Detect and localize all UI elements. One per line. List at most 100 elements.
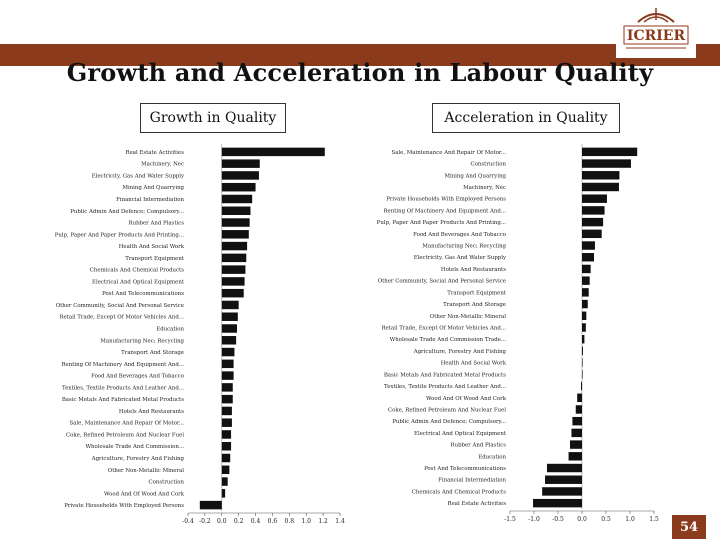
category-label: Transport Equipment [125, 256, 185, 262]
bar [221, 430, 232, 439]
category-label: Wood And Of Wood And Cork [104, 491, 185, 497]
category-label: Machinery, Nec [463, 185, 506, 191]
category-label: Transport Equipment [447, 290, 507, 296]
bar [221, 465, 230, 475]
category-label: Rubber And Plastics [129, 221, 185, 227]
icrier-logo: ICRIER [616, 2, 696, 58]
x-tick-label: 0.8 [285, 518, 295, 525]
bar [221, 477, 228, 486]
bar [582, 288, 589, 297]
category-label: Public Admin And Defence; Compulsory... [392, 419, 506, 425]
bar [575, 405, 582, 414]
x-tick-label: 1.5 [649, 516, 659, 523]
bar [221, 383, 233, 392]
bar [221, 194, 253, 204]
bar [221, 406, 232, 416]
bar [221, 265, 246, 274]
category-label: Agriculture, Forestry And Fishing [91, 456, 185, 462]
category-label: Health And Social Work [441, 361, 507, 367]
bar [582, 311, 587, 321]
category-label: Wholesale Trade And Commission Trade... [390, 337, 507, 343]
x-tick-label: 0.4 [251, 518, 261, 525]
category-label: Other Community, Social And Personal Ser… [56, 303, 184, 309]
bar [533, 498, 582, 508]
x-tick-label: 0.0 [577, 516, 587, 523]
x-tick-label: 0.0 [217, 518, 227, 525]
bar [221, 453, 231, 463]
category-label: Mining And Quarrying [444, 173, 506, 179]
bar [582, 346, 583, 356]
category-label: Wholesale Trade And Commission... [86, 444, 185, 450]
bar [199, 500, 222, 510]
category-label: Electricity, Gas And Water Supply [92, 173, 185, 179]
bar [221, 230, 249, 239]
x-tick-label: 1.4 [335, 518, 345, 525]
bar [582, 276, 590, 285]
logo-text: ICRIER [627, 28, 686, 44]
bar [582, 206, 605, 215]
category-label: Sale, Maintenance And Repair Of Motor... [392, 150, 507, 156]
bar [582, 264, 591, 274]
growth-panel-label: Growth in Quality [140, 103, 286, 133]
bar [542, 487, 582, 496]
page-title: Growth and Acceleration in Labour Qualit… [66, 58, 654, 87]
bar [582, 241, 595, 250]
bar [582, 171, 620, 180]
category-label: Other Non-Metallic Mineral [108, 468, 184, 474]
bar [577, 393, 582, 402]
x-tick-label: 1.2 [318, 518, 328, 525]
category-label: Retail Trade, Except Of Motor Vehicles A… [59, 315, 184, 321]
category-label: Renting Of Machinery And Equipment And..… [384, 208, 507, 214]
bar [221, 347, 235, 357]
bar [571, 428, 582, 438]
category-label: Wood And Of Wood And Cork [426, 396, 507, 402]
bar [582, 334, 585, 344]
bar [221, 159, 260, 168]
bar [221, 277, 245, 286]
x-tick-label: 0.2 [234, 518, 244, 525]
bar [221, 206, 251, 215]
category-label: Basic Metals And Fabricated Metal Produc… [62, 397, 184, 403]
category-label: Construction [471, 162, 507, 168]
category-label: Health And Social Work [119, 244, 185, 250]
acceleration-chart-panel: Sale, Maintenance And Repair Of Motor...… [362, 134, 662, 526]
category-label: Electricity, Gas And Water Supply [414, 255, 507, 261]
bar [221, 241, 248, 251]
category-label: Education [478, 454, 506, 460]
bar [221, 371, 234, 380]
bar [582, 147, 638, 157]
category-label: Machinery, Nec [141, 162, 184, 168]
category-label: Rubber And Plastics [451, 443, 507, 449]
x-tick-label: 0.6 [268, 518, 278, 525]
bar [221, 489, 226, 498]
category-label: Electrical And Optical Equipment [92, 279, 185, 285]
bar [221, 253, 247, 263]
bar [221, 218, 250, 227]
header-band [0, 44, 720, 66]
bar [221, 442, 232, 451]
category-label: Textiles, Textile Products And Leather A… [62, 385, 184, 391]
bar [582, 159, 631, 168]
category-label: Real Estate Activities [448, 501, 507, 507]
bar [582, 299, 588, 309]
category-label: Pulp, Paper And Paper Products And Print… [377, 220, 506, 226]
category-label: Education [156, 327, 184, 333]
acceleration-panel-label: Acceleration in Quality [432, 103, 620, 133]
bar [221, 394, 233, 404]
bar [545, 475, 582, 484]
bar [582, 194, 607, 203]
category-label: Transport And Storage [121, 350, 184, 356]
x-tick-label: -0.2 [199, 518, 211, 525]
acceleration-chart: Sale, Maintenance And Repair Of Motor...… [377, 144, 659, 523]
category-label: Retail Trade, Except Of Motor Vehicles A… [381, 326, 506, 332]
category-label: Food And Beverages And Tobacco [413, 232, 506, 238]
bar [582, 358, 583, 367]
category-label: Post And Telecommunications [424, 466, 506, 472]
bar [582, 323, 586, 332]
bar [221, 324, 237, 333]
category-label: Post And Telecommunications [102, 291, 184, 297]
bar [582, 370, 583, 379]
category-label: Transport And Storage [443, 302, 506, 308]
category-label: Electrical And Optical Equipment [414, 431, 507, 437]
category-label: Financial Intermediation [116, 197, 184, 203]
